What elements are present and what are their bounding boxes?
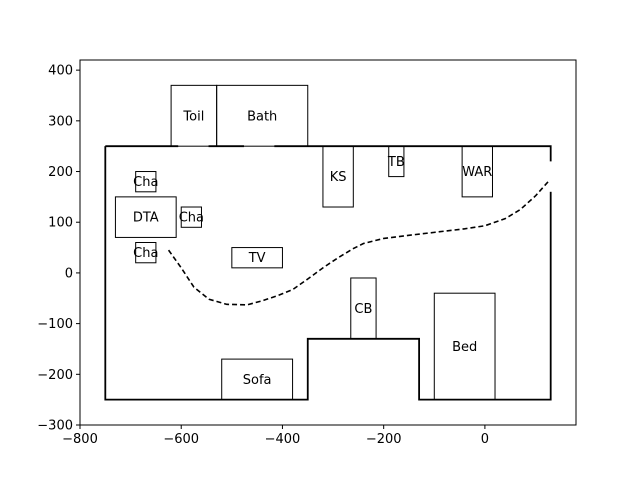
y-tick-label: 400 [48,64,73,79]
furniture-box [180,206,202,228]
axes-frame [79,59,577,426]
y-tick-label: −200 [37,368,73,383]
furniture-box [135,242,157,264]
walking-path [167,181,549,306]
axis-ticks: −800 −600 −400 −200 0 −300 −200 −100 0 100 200 300 4… [37,64,489,447]
y-tick-label: −100 [37,317,73,332]
x-tick-label: −400 [265,432,301,447]
room-label: Bath [247,109,277,124]
x-tick-label: 0 [481,432,489,447]
y-tick-label: 100 [48,216,73,231]
furniture-box [388,145,405,178]
y-tick-label: 200 [48,165,73,180]
furniture-label: Cha [179,211,204,226]
furniture-box [461,145,493,198]
furniture-label: Cha [133,175,158,190]
furniture-label: DTA [133,211,159,226]
furniture-box [350,277,377,340]
plan-drawing: Toil Bath Cha DTA Cha Cha KS TB WAR TV CB Bed Sofa [104,84,553,401]
furniture-box [221,358,294,401]
y-tick-label: 300 [48,114,73,129]
room-box [216,84,309,147]
furniture-label: TB [387,155,405,170]
x-tick-label: −800 [62,432,98,447]
furniture-box [231,247,283,269]
y-tick-label: −300 [37,419,73,434]
furniture-box [433,292,496,401]
room-label: Toil [182,109,204,124]
furniture-label: Bed [452,340,477,355]
x-tick-label: −600 [163,432,199,447]
furniture-box [135,171,157,193]
furniture-box [114,196,177,238]
furniture-box [322,145,354,208]
y-tick-label: 0 [65,266,73,281]
furniture-label: KS [330,170,347,185]
furniture-label: TV [248,251,266,266]
furniture-label: CB [354,302,372,317]
furniture-label: WAR [462,165,492,180]
outer-wall [104,145,552,401]
furniture-label: Sofa [243,373,272,388]
furniture-label: Cha [133,246,158,261]
x-tick-label: −200 [366,432,402,447]
